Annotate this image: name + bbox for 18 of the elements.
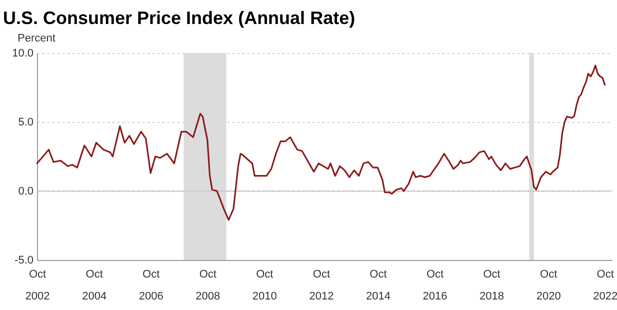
x-tick-label: Oct 2008	[196, 268, 220, 302]
x-tick-label: Oct 2022	[593, 268, 617, 302]
y-axis-title: Percent	[18, 32, 56, 44]
x-tick-label: Oct 2020	[536, 268, 561, 302]
y-tick-label: 10.0	[12, 48, 34, 60]
x-tick-label: Oct 2010	[252, 268, 277, 302]
x-tick-label: Oct 2016	[422, 268, 448, 302]
x-tick-label: Oct 2018	[480, 268, 504, 302]
y-tick-label: 0.0	[18, 186, 34, 198]
x-tick-label: Oct 2012	[309, 268, 334, 302]
x-tick-label: Oct 2004	[82, 268, 107, 302]
chart-title: U.S. Consumer Price Index (Annual Rate)	[3, 8, 356, 28]
y-tick-label: -5.0	[14, 254, 34, 266]
y-tick-label: 5.0	[18, 116, 34, 128]
line-series	[36, 64, 606, 221]
x-tick-label: Oct 2014	[366, 268, 390, 302]
x-tick-label: Oct 2006	[138, 268, 164, 302]
x-tick-label: Oct 2002	[25, 268, 50, 302]
